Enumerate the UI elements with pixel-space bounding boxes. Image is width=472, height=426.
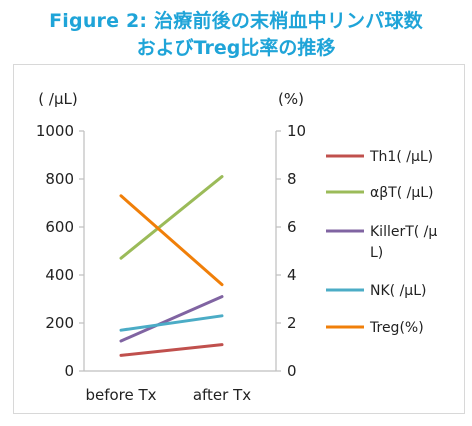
chart-axes: ( /μL) (%): [38, 90, 304, 372]
left-tick-label: 1000: [36, 122, 74, 140]
legend-label: KillerT( /μ L): [370, 224, 437, 261]
right-tick-label: 6: [287, 218, 297, 236]
right-tick-label: 2: [287, 314, 297, 332]
right-axis-ticks: 0 2 4 6 8 10: [276, 122, 306, 380]
legend-label: αβT( /μL): [370, 185, 434, 201]
series-line: [119, 175, 224, 260]
series-line: [119, 343, 224, 357]
left-tick-label: 200: [45, 314, 74, 332]
series-line: [119, 295, 224, 343]
right-tick-label: 4: [287, 266, 297, 284]
right-tick-label: 10: [287, 122, 306, 140]
chart-legend: Th1( /μL) αβT( /μL) KillerT( /μ L) NK( /μL) T…: [326, 149, 437, 336]
left-tick-label: 0: [64, 362, 74, 380]
x-axis-ticks: before Tx after Tx: [85, 386, 251, 404]
left-axis-ticks: 0 200 400 600 800 1000: [36, 122, 84, 380]
x-category-label: after Tx: [193, 386, 251, 404]
x-category-label: before Tx: [85, 386, 156, 404]
right-tick-label: 0: [287, 362, 297, 380]
series-line: [119, 314, 224, 332]
right-axis-unit: (%): [278, 90, 304, 108]
series-line: [119, 194, 224, 287]
chart-frame: [13, 64, 465, 414]
right-tick-label: 8: [287, 170, 297, 188]
figure-title-line-1: Figure 2: 治療前後の末梢血中リンパ球数: [49, 10, 423, 32]
figure-title-line-2: およびTreg比率の推移: [136, 37, 336, 59]
left-tick-label: 800: [45, 170, 74, 188]
legend-label: Th1( /μL): [369, 149, 433, 165]
series-lines: [119, 175, 224, 357]
left-tick-label: 600: [45, 218, 74, 236]
left-tick-label: 400: [45, 266, 74, 284]
legend-label: NK( /μL): [370, 283, 426, 299]
left-axis-unit: ( /μL): [38, 90, 77, 108]
legend-label: Treg(%): [369, 320, 424, 336]
